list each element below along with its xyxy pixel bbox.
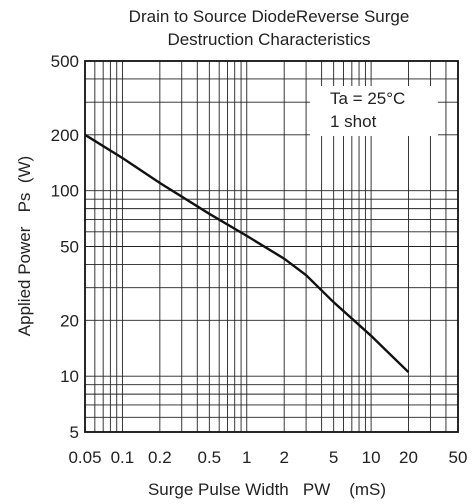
x-axis-label: Surge Pulse Width PW (mS) [148,480,386,499]
annotation-box [310,86,438,136]
x-tick-label: 1 [242,448,251,467]
x-tick-label: 0.05 [68,448,101,467]
grid-lines [85,61,458,432]
plot-frame [84,60,459,433]
x-tick-label: 20 [399,448,418,467]
y-tick-label: 20 [60,311,79,330]
annotation-shot: 1 shot [330,112,377,131]
y-tick-label: 500 [51,52,79,71]
y-tick-label: 10 [60,367,79,386]
x-tick-label: 0.5 [198,448,222,467]
y-tick-labels: 5 10 20 50 100 200 500 [51,52,79,442]
chart-title-line-2: Destruction Characteristics [167,30,370,49]
y-tick-label: 5 [70,423,79,442]
x-tick-label: 2 [279,448,288,467]
y-axis-label: Applied Power Ps (W) [15,156,34,336]
series-line [84,133,410,374]
annotation-temperature: Ta = 25°C [330,89,405,108]
x-tick-label: 10 [362,448,381,467]
x-tick-label: 5 [329,448,338,467]
chart-title-line-1: Drain to Source DiodeReverse Surge [129,7,410,26]
x-tick-label: 0.2 [148,448,172,467]
x-tick-label: 0.1 [111,448,135,467]
y-tick-label: 50 [60,238,79,257]
x-tick-labels: 0.05 0.1 0.2 0.5 1 2 5 10 20 50 [68,448,467,467]
y-tick-label: 100 [51,182,79,201]
y-tick-label: 200 [51,126,79,145]
x-tick-label: 50 [449,448,468,467]
